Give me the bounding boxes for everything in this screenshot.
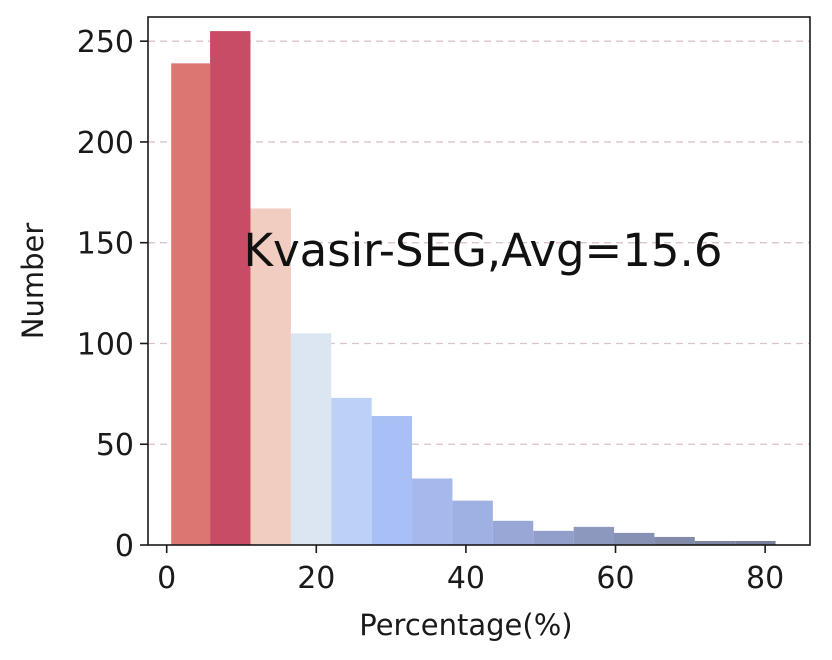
x-tick-label: 40 bbox=[447, 561, 485, 596]
histogram-bar bbox=[371, 416, 413, 545]
y-tick-label: 150 bbox=[77, 227, 134, 262]
histogram-bar bbox=[694, 540, 736, 545]
x-axis-ticks: 0 20 40 60 80 bbox=[157, 545, 784, 596]
plot-frame bbox=[147, 16, 811, 546]
histogram-bar bbox=[735, 540, 776, 545]
x-tick-label: 0 bbox=[157, 561, 176, 596]
histogram-bar bbox=[492, 520, 534, 545]
histogram-bar bbox=[533, 530, 574, 545]
y-tick-label: 0 bbox=[115, 529, 134, 564]
x-tick-label: 60 bbox=[596, 561, 634, 596]
chart-annotation: Kvasir-SEG,Avg=15.6 bbox=[244, 224, 723, 277]
x-tick-label: 80 bbox=[746, 561, 784, 596]
y-tick-label: 250 bbox=[77, 25, 134, 60]
histogram-bar bbox=[331, 397, 372, 545]
histogram-bar bbox=[654, 536, 695, 545]
histogram-bar bbox=[210, 31, 251, 545]
y-axis-ticks: 0 50 100 150 200 250 bbox=[77, 25, 148, 564]
histogram-bar bbox=[614, 532, 655, 545]
histogram-bar bbox=[412, 478, 453, 545]
bars bbox=[171, 31, 776, 546]
y-tick-label: 50 bbox=[96, 428, 134, 463]
y-tick-label: 100 bbox=[77, 327, 134, 362]
x-tick-label: 20 bbox=[297, 561, 335, 596]
histogram-bar bbox=[573, 526, 615, 545]
y-axis-label: Number bbox=[16, 223, 50, 340]
histogram-bar bbox=[171, 63, 211, 546]
y-tick-label: 200 bbox=[77, 126, 134, 161]
x-axis-label: Percentage(%) bbox=[359, 608, 572, 642]
histogram-bar bbox=[250, 208, 291, 545]
histogram-bar bbox=[452, 500, 493, 545]
histogram-bar bbox=[290, 333, 332, 545]
